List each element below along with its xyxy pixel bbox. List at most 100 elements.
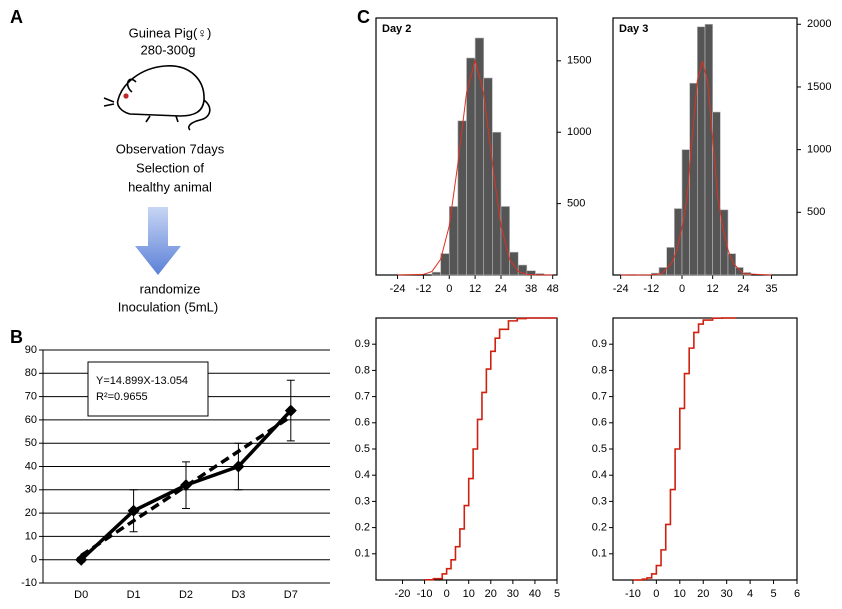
y-tick-label: 0.5 <box>355 443 370 455</box>
x-tick-label: -12 <box>643 283 659 295</box>
annotation: Y=14.899X-13.054 <box>96 375 188 387</box>
x-tick-label: 4 <box>747 588 753 600</box>
x-tick-label: D0 <box>74 589 88 601</box>
bar <box>681 149 690 276</box>
marker <box>127 504 140 517</box>
ecdf-line <box>632 317 737 581</box>
panel-label: B <box>10 327 23 347</box>
bar <box>697 26 706 276</box>
marker <box>232 460 245 473</box>
bar <box>457 120 467 276</box>
annotation-box <box>87 361 209 417</box>
x-tick-label: 35 <box>765 283 777 295</box>
x-tick-label: D3 <box>231 589 245 601</box>
x-tick-label: D2 <box>179 589 193 601</box>
mouse-icon <box>103 65 211 131</box>
y-tick-label: 0.4 <box>592 469 607 481</box>
plot-frame <box>375 317 558 581</box>
bar <box>492 131 502 276</box>
y-tick-label: 0.1 <box>592 548 607 560</box>
bar <box>431 271 441 276</box>
marker <box>284 404 297 417</box>
y-tick-label: 1000 <box>567 126 591 138</box>
y-tick-label: 1000 <box>807 144 831 156</box>
step-text: Inoculation (5mL) <box>118 299 218 314</box>
step-text: Observation 7days <box>116 141 225 156</box>
fit-curve <box>620 59 772 276</box>
mouse-eye <box>123 93 129 99</box>
y-tick-label: 0.3 <box>592 495 607 507</box>
y-tick-label: 0.7 <box>592 391 607 403</box>
x-tick-label: D7 <box>284 589 298 601</box>
y-tick-label: 0.8 <box>592 364 607 376</box>
bar <box>727 253 736 276</box>
bar <box>440 253 450 276</box>
bar <box>689 82 698 276</box>
bar <box>466 57 476 276</box>
y-tick-label: 60 <box>25 414 37 426</box>
bar <box>720 209 729 276</box>
y-tick-label: 0.6 <box>592 417 607 429</box>
y-tick-label: 2000 <box>807 18 831 30</box>
y-tick-label: 0.6 <box>355 417 370 429</box>
y-tick-label: 70 <box>25 391 37 403</box>
bar <box>517 264 528 276</box>
y-tick-label: 0.5 <box>592 443 607 455</box>
x-tick-label: 30 <box>507 588 519 600</box>
step-text: healthy animal <box>128 179 212 194</box>
chart-title: Day 2 <box>382 23 411 35</box>
ecdf-line <box>424 317 557 581</box>
weight-label: 280-300g <box>141 42 196 57</box>
y-tick-label: 40 <box>25 460 37 472</box>
y-tick-label: 0.8 <box>355 364 370 376</box>
y-tick-label: 0 <box>31 554 37 566</box>
step-text: randomize <box>140 281 201 296</box>
y-tick-label: 90 <box>25 344 37 356</box>
panel-label: C <box>357 7 370 27</box>
y-tick-label: 0.4 <box>355 469 370 481</box>
x-tick-label: -20 <box>395 588 411 600</box>
marker <box>75 553 88 566</box>
x-tick-label: 6 <box>794 588 800 600</box>
x-tick-label: 20 <box>697 588 709 600</box>
annotation: R²=0.9655 <box>96 391 148 403</box>
x-tick-label: -10 <box>417 588 433 600</box>
y-tick-label: 30 <box>25 484 37 496</box>
bar <box>735 267 744 276</box>
x-tick-label: 24 <box>495 283 507 295</box>
x-tick-label: 5 <box>554 588 560 600</box>
y-tick-label: 20 <box>25 507 37 519</box>
y-tick-label: 1500 <box>807 81 831 93</box>
y-tick-label: 80 <box>25 367 37 379</box>
y-tick-label: 0.2 <box>592 522 607 534</box>
x-tick-label: 30 <box>721 588 733 600</box>
y-tick-label: 0.9 <box>592 338 607 350</box>
x-tick-label: 10 <box>463 588 475 600</box>
y-tick-label: 0.3 <box>355 495 370 507</box>
y-tick-label: 0.2 <box>355 522 370 534</box>
x-tick-label: 20 <box>485 588 497 600</box>
y-tick-label: -10 <box>21 577 37 589</box>
x-tick-label: D1 <box>127 589 141 601</box>
y-tick-label: 0.1 <box>355 548 370 560</box>
x-tick-label: -12 <box>415 283 431 295</box>
x-tick-label: 10 <box>674 588 686 600</box>
bar <box>509 251 519 276</box>
y-tick-label: 10 <box>25 530 37 542</box>
x-tick-label: 40 <box>529 588 541 600</box>
bar <box>704 23 713 276</box>
x-tick-label: -24 <box>613 283 629 295</box>
y-tick-label: 0.9 <box>355 338 370 350</box>
arrow <box>135 207 181 275</box>
x-tick-label: 48 <box>547 283 559 295</box>
panel-label: A <box>10 7 23 27</box>
fit-curve <box>397 58 553 276</box>
x-tick-label: 0 <box>444 588 450 600</box>
bar <box>712 111 721 276</box>
y-tick-label: 500 <box>807 206 825 218</box>
x-tick-label: -24 <box>390 283 406 295</box>
x-tick-label: 38 <box>525 283 537 295</box>
plot-frame <box>612 317 798 581</box>
chart-title: Day 3 <box>619 23 648 35</box>
